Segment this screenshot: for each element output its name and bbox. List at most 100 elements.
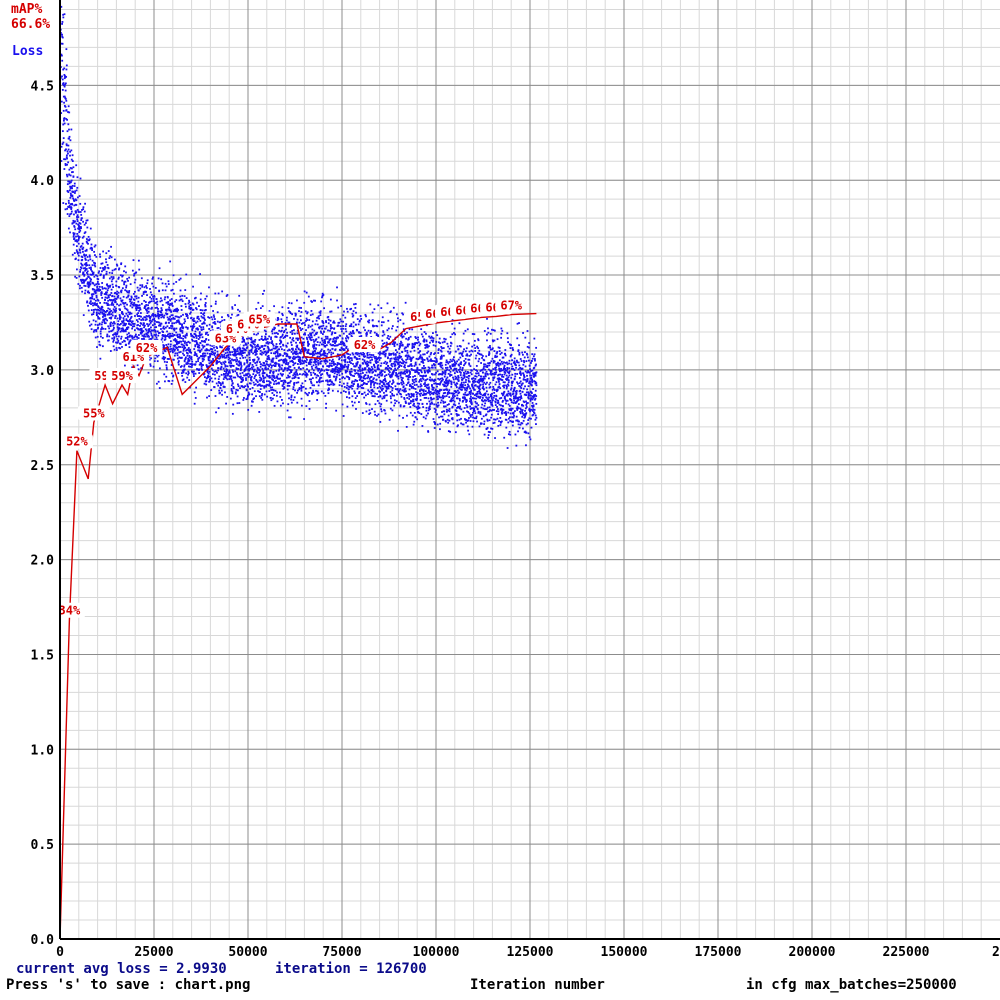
loss-point [399,356,402,359]
loss-point [367,356,370,359]
loss-point [266,395,269,398]
loss-point [130,302,133,305]
loss-point [379,386,382,389]
loss-point [165,301,168,304]
loss-point [417,336,419,339]
loss-point [241,385,244,388]
loss-point [315,358,318,361]
loss-point [303,370,306,373]
loss-point [406,356,409,359]
loss-point [77,223,80,226]
loss-point [326,379,329,382]
loss-point [181,294,184,297]
loss-point [227,349,230,352]
loss-point [97,272,100,274]
loss-point [235,388,238,391]
loss-point [381,381,384,384]
loss-point [413,402,415,405]
loss-point [257,358,260,361]
loss-point [414,388,417,390]
loss-point [259,365,262,368]
loss-point [305,374,308,377]
loss-point [374,381,377,384]
loss-point [143,322,145,325]
loss-point [322,365,325,368]
loss-point [309,325,312,328]
loss-point [279,372,282,375]
loss-point [418,406,421,409]
loss-point [276,351,279,354]
loss-point [142,323,145,326]
loss-point [372,380,375,383]
loss-point [187,357,190,360]
loss-point [96,282,99,285]
loss-point [246,365,249,368]
loss-point [413,343,416,346]
loss-point [302,344,305,346]
loss-point [69,167,72,169]
loss-point [286,342,289,345]
loss-point [244,342,247,345]
loss-point [136,335,138,338]
loss-point [83,284,86,287]
loss-point [328,384,331,386]
loss-point [239,351,242,354]
loss-point [293,332,296,335]
loss-point [364,362,367,365]
loss-point [158,324,160,327]
loss-point [113,327,115,329]
loss-point [227,346,229,348]
loss-point [297,377,300,380]
loss-point [62,123,65,126]
loss-point [85,222,87,224]
loss-point [127,342,130,345]
loss-point [151,277,154,280]
loss-point [268,374,271,377]
loss-point [303,301,306,304]
loss-point [304,348,307,350]
loss-point [101,286,104,288]
loss-point [137,307,140,309]
loss-point [79,177,82,180]
loss-point [425,386,428,389]
loss-point [302,367,305,370]
loss-point [72,197,74,200]
loss-point [216,357,219,360]
loss-point [237,383,239,386]
loss-point [359,319,361,322]
loss-point [321,333,324,335]
loss-point [62,95,65,98]
loss-point [405,369,408,371]
loss-point [285,345,288,348]
loss-point [214,352,216,355]
loss-point [383,371,386,373]
loss-point [277,318,280,321]
loss-point [102,250,105,253]
loss-point [343,354,346,357]
loss-point [312,352,315,355]
loss-point [374,403,377,406]
loss-point [370,392,373,395]
loss-point [290,398,292,401]
loss-point [113,348,116,351]
loss-point [394,353,397,355]
loss-point [337,370,339,372]
loss-point [137,300,140,303]
loss-point [394,341,397,344]
loss-point [204,341,206,343]
loss-point [328,374,331,377]
loss-point [293,377,296,379]
loss-point [124,324,127,327]
loss-point [287,363,289,366]
loss-point [68,182,71,185]
loss-point [191,338,193,341]
loss-point [425,396,428,399]
loss-point [391,365,394,368]
loss-point [60,145,63,148]
loss-point [311,331,314,334]
loss-point [384,379,387,382]
loss-point [409,402,412,405]
loss-point [88,238,91,241]
loss-point [155,301,158,304]
loss-point [195,337,198,339]
